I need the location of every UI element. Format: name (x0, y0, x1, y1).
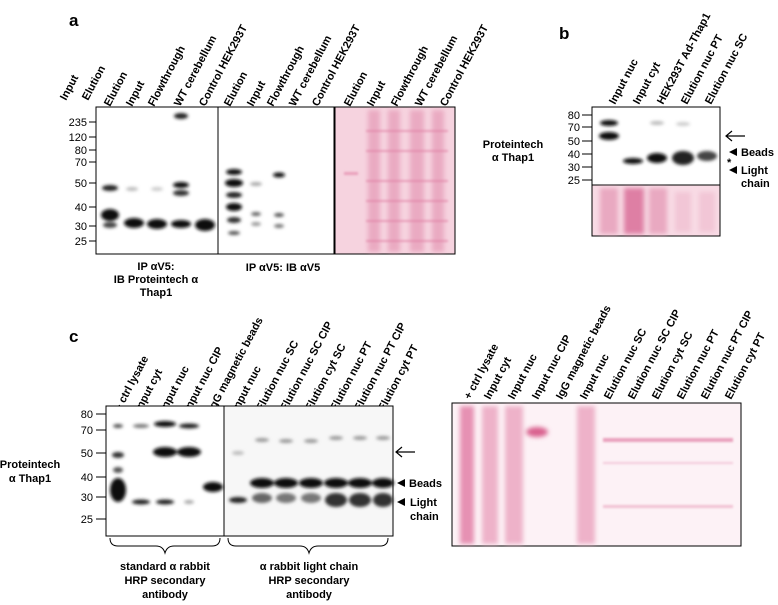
panel-a-marker-ticks (89, 121, 96, 242)
bracket-light-chain (227, 537, 389, 555)
panel-letter-c: c (69, 327, 78, 346)
arrow-icon (395, 446, 415, 458)
panel-b-markers: 80 70 50 40 30 25 (568, 110, 580, 187)
triangle-marker-icon (397, 479, 405, 487)
panel-c-brackets (109, 537, 389, 555)
arrow-icon (725, 130, 745, 142)
panel-c-bracket-labels: standard α rabbit HRP secondary antibody… (120, 561, 358, 601)
bracket-label: antibody (142, 589, 189, 601)
lane-label: Input (58, 73, 81, 103)
lane-label: Elution (80, 64, 108, 103)
mw-marker: 30 (568, 162, 580, 174)
mw-marker: 25 (81, 514, 93, 526)
blot-b-ponceau (591, 184, 721, 237)
panel-c-ponceau-lane-labels: + ctrl lysate Input cyt Input nuc Input … (462, 303, 768, 401)
blot-a2 (217, 106, 335, 255)
caption-line: IB Proteintech α (114, 274, 199, 286)
blot-a1 (95, 106, 219, 255)
lane-label: Input (124, 79, 147, 109)
lane-label: Input (365, 79, 388, 109)
mw-marker: 70 (81, 425, 93, 437)
mw-marker: 25 (75, 236, 87, 248)
panel-a-lane-labels: Input Elution Elution Input Flowthrough … (58, 23, 491, 109)
blot-b-western (591, 106, 721, 186)
panel-letter-b: b (559, 24, 569, 43)
panel-b-marker-ticks (582, 114, 592, 181)
mw-marker: 80 (75, 145, 87, 157)
bracket-standard (109, 537, 221, 555)
mw-marker: 30 (75, 221, 87, 233)
bracket-label: HRP secondary (124, 575, 206, 587)
panel-a-markers: 235 120 80 70 50 40 30 25 (69, 117, 87, 248)
mw-marker: 40 (81, 472, 93, 484)
triangle-marker-icon (397, 498, 405, 506)
panel-c-antibody: Proteintech α Thap1 (0, 459, 61, 485)
annotation-light: Light (741, 165, 768, 177)
mw-marker: 50 (75, 178, 87, 190)
antibody-label: α Thap1 (492, 152, 534, 164)
mw-marker: 50 (568, 136, 580, 148)
mw-marker: 80 (568, 110, 580, 122)
panel-b-annotations: Beads * Light chain (725, 130, 774, 190)
annotation-star: * (727, 157, 732, 169)
panel-b: b Input nuc Input cyt HEK293T Ad-Thap1 E… (483, 11, 774, 237)
panel-c-marker-ticks (96, 413, 106, 520)
panel-c-lane-labels: + ctrl lysate Input cyt Input nuc Input … (112, 315, 421, 413)
triangle-marker-icon (729, 148, 737, 156)
caption-line: Thap1 (140, 287, 172, 299)
mw-marker: 40 (75, 202, 87, 214)
mw-marker: 30 (81, 492, 93, 504)
triangle-marker-icon (729, 166, 737, 174)
mw-marker: 80 (81, 409, 93, 421)
bracket-label: standard α rabbit (120, 561, 210, 573)
antibody-label: Proteintech (483, 139, 544, 151)
blot-c-western (105, 405, 394, 537)
mw-marker: 235 (69, 117, 87, 129)
antibody-label: Proteintech (0, 459, 61, 471)
annotation-light: chain (741, 178, 770, 190)
annotation-beads: Beads (741, 147, 774, 159)
panel-letter-a: a (69, 11, 79, 30)
blot-a3-ponceau (334, 106, 456, 255)
panel-c-markers: 80 70 50 40 30 25 (81, 409, 93, 526)
bracket-label: HRP secondary (268, 575, 350, 587)
panel-c-annotations: Beads Light chain (395, 446, 442, 523)
mw-marker: 50 (81, 448, 93, 460)
blot-c-ponceau (451, 402, 742, 547)
antibody-label: α Thap1 (9, 473, 51, 485)
mw-marker: 120 (69, 132, 87, 144)
mw-marker: 70 (75, 157, 87, 169)
bracket-label: antibody (286, 589, 333, 601)
annotation-light: chain (410, 511, 439, 523)
annotation-beads: Beads (409, 478, 442, 490)
lane-label: Input (245, 79, 268, 109)
annotation-light: Light (410, 497, 437, 509)
panel-c: c + ctrl lysate Input cyt Input nuc Inpu… (0, 303, 768, 601)
caption-line: IP αV5: (137, 261, 174, 273)
mw-marker: 25 (568, 175, 580, 187)
panel-a-caption-1: IP αV5: IB Proteintech α Thap1 (114, 261, 199, 299)
panel-a-caption-2: IP αV5: IB αV5 (246, 262, 320, 274)
panel-b-lane-labels: Input nuc Input cyt HEK293T Ad-Thap1 Elu… (607, 11, 750, 106)
panel-a: a Input Elution Elution Input Flowthroug… (58, 11, 491, 299)
panel-b-antibody: Proteintech α Thap1 (483, 139, 544, 164)
bracket-label: α rabbit light chain (260, 561, 359, 573)
mw-marker: 70 (568, 122, 580, 134)
mw-marker: 40 (568, 149, 580, 161)
